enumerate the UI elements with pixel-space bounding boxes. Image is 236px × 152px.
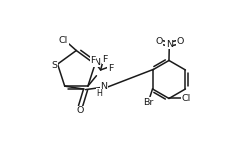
Text: H: H: [96, 89, 102, 98]
Text: F: F: [108, 64, 113, 73]
Text: N: N: [166, 40, 173, 49]
Text: Cl: Cl: [59, 36, 68, 45]
Text: N: N: [93, 58, 100, 67]
Text: O: O: [77, 106, 84, 115]
Text: O: O: [176, 37, 184, 46]
Text: F: F: [102, 55, 107, 64]
Text: S: S: [52, 61, 58, 70]
Text: N: N: [101, 82, 108, 91]
Text: F: F: [91, 56, 96, 65]
Text: O: O: [155, 37, 163, 46]
Text: Br: Br: [143, 98, 154, 107]
Text: Cl: Cl: [181, 94, 190, 103]
